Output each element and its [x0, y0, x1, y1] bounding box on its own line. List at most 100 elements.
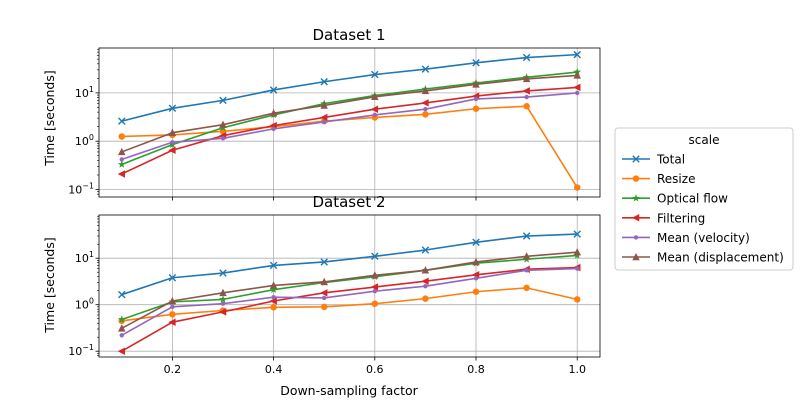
x-tick-label: 0.8	[467, 363, 485, 376]
data-point	[423, 283, 428, 289]
data-point	[472, 238, 480, 247]
data-point	[117, 160, 126, 168]
legend-marker	[633, 235, 639, 240]
x-axis-label: Down-sampling factor	[280, 383, 418, 398]
data-point	[524, 268, 529, 273]
y-tick-label: 10−1	[68, 182, 94, 197]
data-point	[118, 133, 126, 140]
data-point	[522, 252, 531, 260]
data-point	[169, 311, 176, 318]
axis-ticks: 10−1 100 101	[68, 48, 578, 201]
data-point	[320, 101, 328, 109]
y-tick-label: 101	[75, 85, 94, 100]
legend-label: Resize	[657, 172, 695, 186]
x-tick-label: 1.0	[568, 363, 586, 376]
x-tick-label: 0.6	[366, 363, 384, 376]
data-point	[269, 261, 278, 270]
legend-item-mean-displacement: Mean (displacement)	[622, 251, 784, 265]
data-point	[321, 119, 327, 125]
legend-item-mean-velocity: Mean (velocity)	[622, 231, 750, 245]
data-point	[472, 59, 480, 67]
data-point	[522, 87, 530, 95]
series-line	[121, 86, 578, 175]
data-point	[320, 258, 328, 266]
data-point	[421, 266, 430, 274]
data-point	[524, 94, 529, 100]
series-line	[121, 233, 578, 296]
series-mean-displacement	[118, 71, 581, 156]
legend: scale Total Resize Optical flow Filtering Me…	[614, 127, 794, 271]
series-layer	[117, 230, 582, 355]
data-point	[218, 308, 227, 316]
data-point	[422, 295, 429, 302]
data-point	[573, 230, 581, 238]
legend-item-filtering: Filtering	[622, 211, 705, 225]
legend-marker	[632, 175, 640, 182]
x-tick-label: 0.4	[265, 363, 283, 376]
data-point	[320, 289, 328, 297]
data-point	[472, 257, 480, 266]
legend-marker	[632, 194, 640, 202]
data-point	[473, 276, 479, 281]
series-line	[121, 267, 578, 336]
series-line	[121, 287, 578, 322]
data-point	[170, 140, 175, 145]
data-point	[370, 105, 379, 113]
data-point	[269, 281, 278, 289]
data-point	[472, 105, 480, 112]
data-point	[423, 106, 428, 112]
series-line	[121, 254, 578, 321]
data-point	[269, 109, 278, 117]
legend-label: Filtering	[657, 211, 705, 225]
legend-label: Mean (displacement)	[657, 251, 784, 265]
legend-marker	[632, 252, 640, 261]
data-point	[523, 102, 530, 110]
data-point	[219, 295, 227, 303]
data-point	[372, 289, 378, 294]
data-point	[117, 347, 126, 355]
data-point	[168, 146, 176, 154]
series-line	[121, 71, 578, 166]
data-point	[168, 296, 177, 305]
data-point	[421, 86, 430, 95]
data-point	[170, 304, 175, 310]
data-point	[168, 128, 177, 136]
data-point	[573, 248, 581, 256]
data-point	[220, 136, 226, 141]
series-line	[121, 105, 578, 188]
data-point	[421, 246, 430, 254]
legend-label: Total	[656, 153, 685, 167]
data-point	[320, 303, 328, 311]
data-point	[573, 50, 581, 59]
data-point	[371, 271, 379, 279]
data-point	[522, 232, 531, 240]
y-tick-label: 10−1	[68, 343, 94, 358]
data-point	[168, 104, 177, 113]
y-axis-label: Time [seconds]	[42, 237, 57, 333]
data-point	[269, 86, 278, 94]
data-point	[522, 53, 531, 62]
data-point	[271, 294, 276, 300]
data-point	[573, 184, 581, 191]
series-line	[121, 53, 578, 122]
data-point	[371, 92, 379, 101]
series-total	[118, 50, 581, 125]
subplot-dataset-1: Dataset 1 Time [seconds] 10−1 100 101	[42, 26, 601, 201]
y-tick-label: 100	[75, 133, 94, 148]
plot-frame	[98, 47, 601, 198]
data-point	[271, 126, 276, 132]
data-point	[320, 277, 328, 286]
y-tick-label: 101	[75, 250, 94, 265]
data-point	[573, 83, 581, 92]
data-point	[118, 290, 126, 299]
data-point	[422, 111, 429, 118]
legend-marker	[631, 214, 640, 222]
series-line	[121, 266, 578, 352]
data-point	[168, 274, 177, 282]
data-point	[472, 288, 480, 295]
legend-item-resize: Resize	[622, 172, 695, 186]
data-point	[573, 296, 581, 303]
data-point	[522, 74, 531, 83]
data-point	[118, 117, 126, 125]
plot-frame	[98, 214, 601, 358]
